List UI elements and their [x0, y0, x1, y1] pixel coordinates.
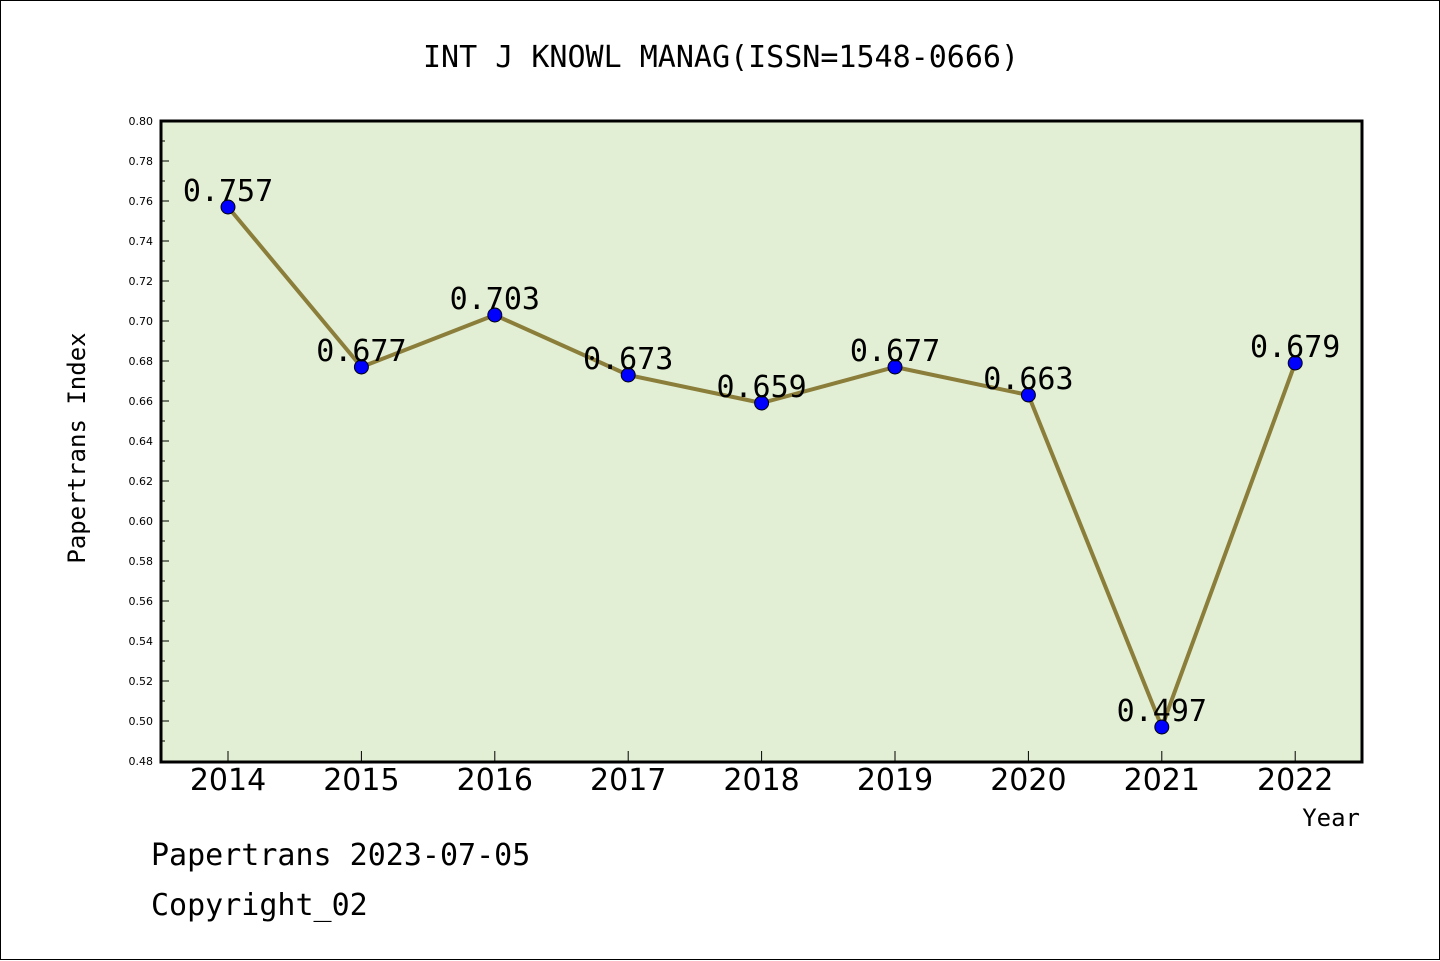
data-point [220, 199, 236, 215]
y-tick-label: 0.48 [129, 755, 154, 768]
y-tick-label: 0.54 [129, 635, 154, 648]
x-tick-label: 2021 [1124, 763, 1200, 798]
series-line [220, 199, 1303, 735]
x-tick-label: 2022 [1257, 763, 1333, 798]
data-labels: 0.757 0.677 0.703 0.673 0.659 0.677 0.663 0.497… [183, 174, 1341, 729]
data-point [487, 307, 503, 323]
y-tick-label: 0.72 [129, 275, 154, 288]
x-tick-label: 2019 [857, 763, 933, 798]
x-axis-label: Year [1302, 804, 1360, 832]
y-tick-label: 0.74 [129, 235, 154, 248]
data-label: 0.497 [1117, 694, 1207, 729]
data-label: 0.673 [583, 342, 673, 377]
y-tick-label: 0.78 [129, 155, 154, 168]
data-point [1020, 387, 1036, 403]
footer-copyright: Copyright_02 [151, 888, 368, 923]
plot-area [159, 119, 1364, 764]
data-point [1154, 719, 1170, 735]
y-tick-label: 0.58 [129, 555, 154, 568]
x-tick-label: 2015 [323, 763, 399, 798]
data-label: 0.757 [183, 174, 273, 209]
footer-date: Papertrans 2023-07-05 [151, 838, 530, 873]
y-tick-label: 0.68 [129, 355, 154, 368]
data-label: 0.677 [850, 334, 940, 369]
y-tick-label: 0.62 [129, 475, 154, 488]
data-label: 0.663 [983, 362, 1073, 397]
data-label: 0.703 [450, 282, 540, 317]
y-tick-label: 0.50 [129, 715, 154, 728]
data-point [887, 359, 903, 375]
x-axis-ticks: 2014 2015 2016 2017 2018 2019 2020 2021 2022 [190, 751, 1333, 798]
y-axis-ticks: 0.48 0.50 0.52 0.54 0.56 0.58 0.60 0.62 0.64 0.66… [129, 115, 169, 768]
y-tick-label: 0.80 [129, 115, 154, 128]
x-tick-label: 2017 [590, 763, 666, 798]
data-point [754, 395, 770, 411]
data-label: 0.659 [716, 370, 806, 405]
y-tick-label: 0.60 [129, 515, 154, 528]
x-tick-label: 2014 [190, 763, 266, 798]
y-tick-label: 0.56 [129, 595, 154, 608]
y-tick-label: 0.76 [129, 195, 154, 208]
x-tick-label: 2016 [457, 763, 533, 798]
y-tick-label: 0.64 [129, 435, 154, 448]
data-label: 0.677 [316, 334, 406, 369]
data-point [1287, 355, 1303, 371]
chart-title: INT J KNOWL MANAG(ISSN=1548-0666) [423, 40, 1019, 75]
x-tick-label: 2018 [723, 763, 799, 798]
y-axis-label: Papertrans Index [63, 332, 91, 563]
data-label: 0.679 [1250, 330, 1340, 365]
y-tick-label: 0.70 [129, 315, 154, 328]
data-point [620, 367, 636, 383]
y-tick-label: 0.66 [129, 395, 154, 408]
data-point [353, 359, 369, 375]
y-tick-label: 0.52 [129, 675, 154, 688]
x-tick-label: 2020 [990, 763, 1066, 798]
